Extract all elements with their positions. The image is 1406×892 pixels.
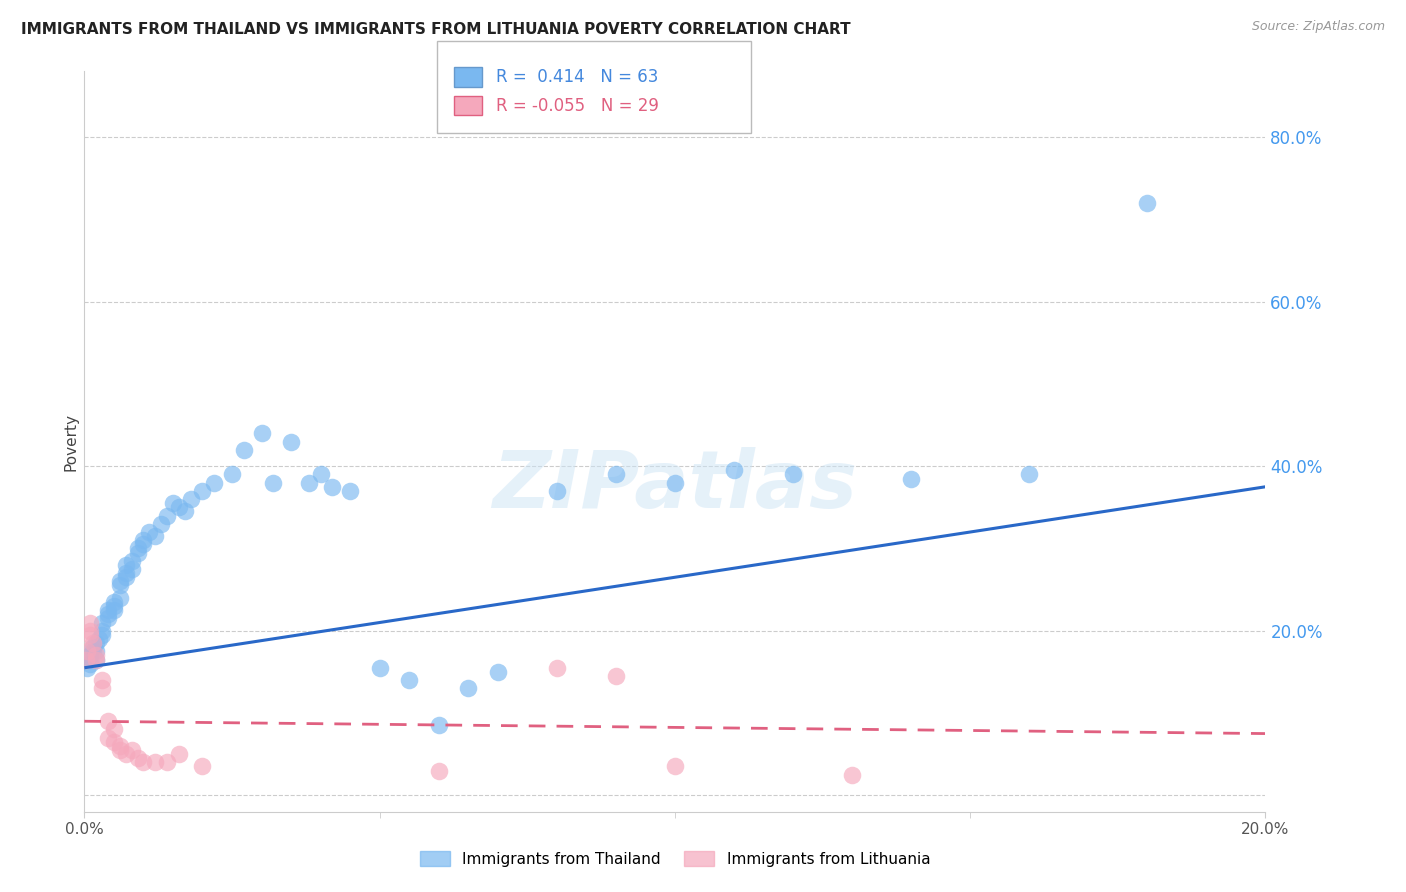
Point	[103, 595, 125, 609]
Point	[108, 591, 131, 605]
Point	[82, 640, 104, 655]
Point	[103, 723, 125, 737]
Point	[91, 681, 114, 696]
Point	[91, 673, 114, 687]
Text: IMMIGRANTS FROM THAILAND VS IMMIGRANTS FROM LITHUANIA POVERTY CORRELATION CHART: IMMIGRANTS FROM THAILAND VS IMMIGRANTS F…	[21, 22, 851, 37]
Point	[262, 475, 284, 490]
Point	[321, 480, 343, 494]
Point	[457, 681, 479, 696]
Point	[900, 471, 922, 485]
Point	[250, 426, 273, 441]
Point	[121, 743, 143, 757]
Point	[75, 652, 97, 666]
Point	[121, 554, 143, 568]
Point	[97, 714, 120, 729]
Point	[97, 603, 120, 617]
Point	[605, 467, 627, 482]
Point	[167, 747, 190, 761]
Point	[398, 673, 420, 687]
Point	[132, 537, 155, 551]
Point	[84, 652, 107, 666]
Point	[841, 767, 863, 781]
Point	[114, 566, 136, 581]
Point	[121, 562, 143, 576]
Point	[546, 483, 568, 498]
Point	[202, 475, 225, 490]
Point	[103, 599, 125, 613]
Point	[427, 764, 450, 778]
Point	[191, 483, 214, 498]
Point	[156, 756, 179, 770]
Point	[103, 603, 125, 617]
Y-axis label: Poverty: Poverty	[63, 412, 79, 471]
Point	[114, 558, 136, 572]
Text: Source: ZipAtlas.com: Source: ZipAtlas.com	[1251, 20, 1385, 33]
Point	[127, 751, 149, 765]
Point	[138, 524, 160, 539]
Point	[79, 615, 101, 630]
Point	[1136, 196, 1159, 211]
Point	[782, 467, 804, 482]
Point	[89, 632, 111, 646]
Point	[546, 661, 568, 675]
Point	[84, 636, 107, 650]
Legend: Immigrants from Thailand, Immigrants from Lithuania: Immigrants from Thailand, Immigrants fro…	[412, 843, 938, 874]
Point	[664, 759, 686, 773]
Point	[108, 739, 131, 753]
Point	[82, 644, 104, 658]
Point	[368, 661, 391, 675]
Point	[79, 648, 101, 663]
Point	[108, 578, 131, 592]
Point	[79, 657, 101, 671]
Point	[150, 516, 173, 531]
Point	[221, 467, 243, 482]
Point	[605, 669, 627, 683]
Point	[486, 665, 509, 679]
Point	[91, 615, 114, 630]
Point	[162, 496, 184, 510]
Point	[79, 624, 101, 638]
Point	[114, 570, 136, 584]
Point	[127, 541, 149, 556]
Point	[91, 624, 114, 638]
Point	[76, 644, 98, 658]
Text: ZIPatlas: ZIPatlas	[492, 447, 858, 525]
Point	[91, 628, 114, 642]
Point	[132, 533, 155, 548]
Point	[127, 545, 149, 560]
Point	[82, 636, 104, 650]
Point	[132, 756, 155, 770]
Point	[84, 652, 107, 666]
Point	[156, 508, 179, 523]
Point	[427, 718, 450, 732]
Point	[97, 611, 120, 625]
Point	[339, 483, 361, 498]
Point	[143, 756, 166, 770]
Point	[191, 759, 214, 773]
Point	[664, 475, 686, 490]
Point	[103, 735, 125, 749]
Point	[114, 747, 136, 761]
Point	[723, 463, 745, 477]
Point	[97, 607, 120, 622]
Text: R =  0.414   N = 63: R = 0.414 N = 63	[496, 68, 658, 86]
Point	[84, 644, 107, 658]
Point	[232, 442, 254, 457]
Point	[298, 475, 321, 490]
Point	[280, 434, 302, 449]
Point	[97, 731, 120, 745]
Point	[79, 652, 101, 666]
Point	[143, 529, 166, 543]
Point	[1018, 467, 1040, 482]
Point	[180, 492, 202, 507]
Point	[76, 661, 98, 675]
Point	[108, 743, 131, 757]
Point	[108, 574, 131, 589]
Point	[173, 504, 195, 518]
Point	[84, 648, 107, 663]
Point	[167, 500, 190, 515]
Point	[309, 467, 332, 482]
Point	[79, 628, 101, 642]
Text: R = -0.055   N = 29: R = -0.055 N = 29	[496, 96, 659, 114]
